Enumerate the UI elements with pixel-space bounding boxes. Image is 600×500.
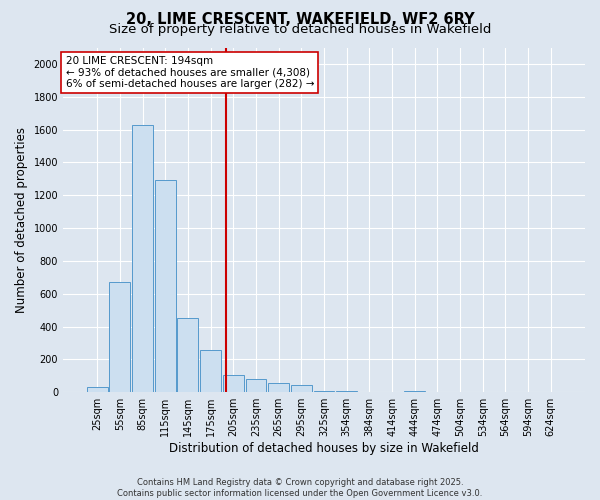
Bar: [132, 124, 153, 392]
Bar: [87, 388, 107, 392]
Text: 20, LIME CRESCENT, WAKEFIELD, WF2 6RY: 20, LIME CRESCENT, WAKEFIELD, WF2 6RY: [125, 12, 475, 28]
Text: Contains HM Land Registry data © Crown copyright and database right 2025.
Contai: Contains HM Land Registry data © Crown c…: [118, 478, 482, 498]
Bar: [155, 180, 176, 392]
Bar: [109, 282, 130, 392]
Bar: [223, 375, 244, 392]
Bar: [268, 383, 289, 392]
Bar: [178, 318, 199, 392]
Bar: [291, 385, 312, 392]
Y-axis label: Number of detached properties: Number of detached properties: [15, 127, 28, 313]
Text: Size of property relative to detached houses in Wakefield: Size of property relative to detached ho…: [109, 22, 491, 36]
Text: 20 LIME CRESCENT: 194sqm
← 93% of detached houses are smaller (4,308)
6% of semi: 20 LIME CRESCENT: 194sqm ← 93% of detach…: [65, 56, 314, 90]
X-axis label: Distribution of detached houses by size in Wakefield: Distribution of detached houses by size …: [169, 442, 479, 455]
Bar: [200, 350, 221, 392]
Bar: [245, 379, 266, 392]
